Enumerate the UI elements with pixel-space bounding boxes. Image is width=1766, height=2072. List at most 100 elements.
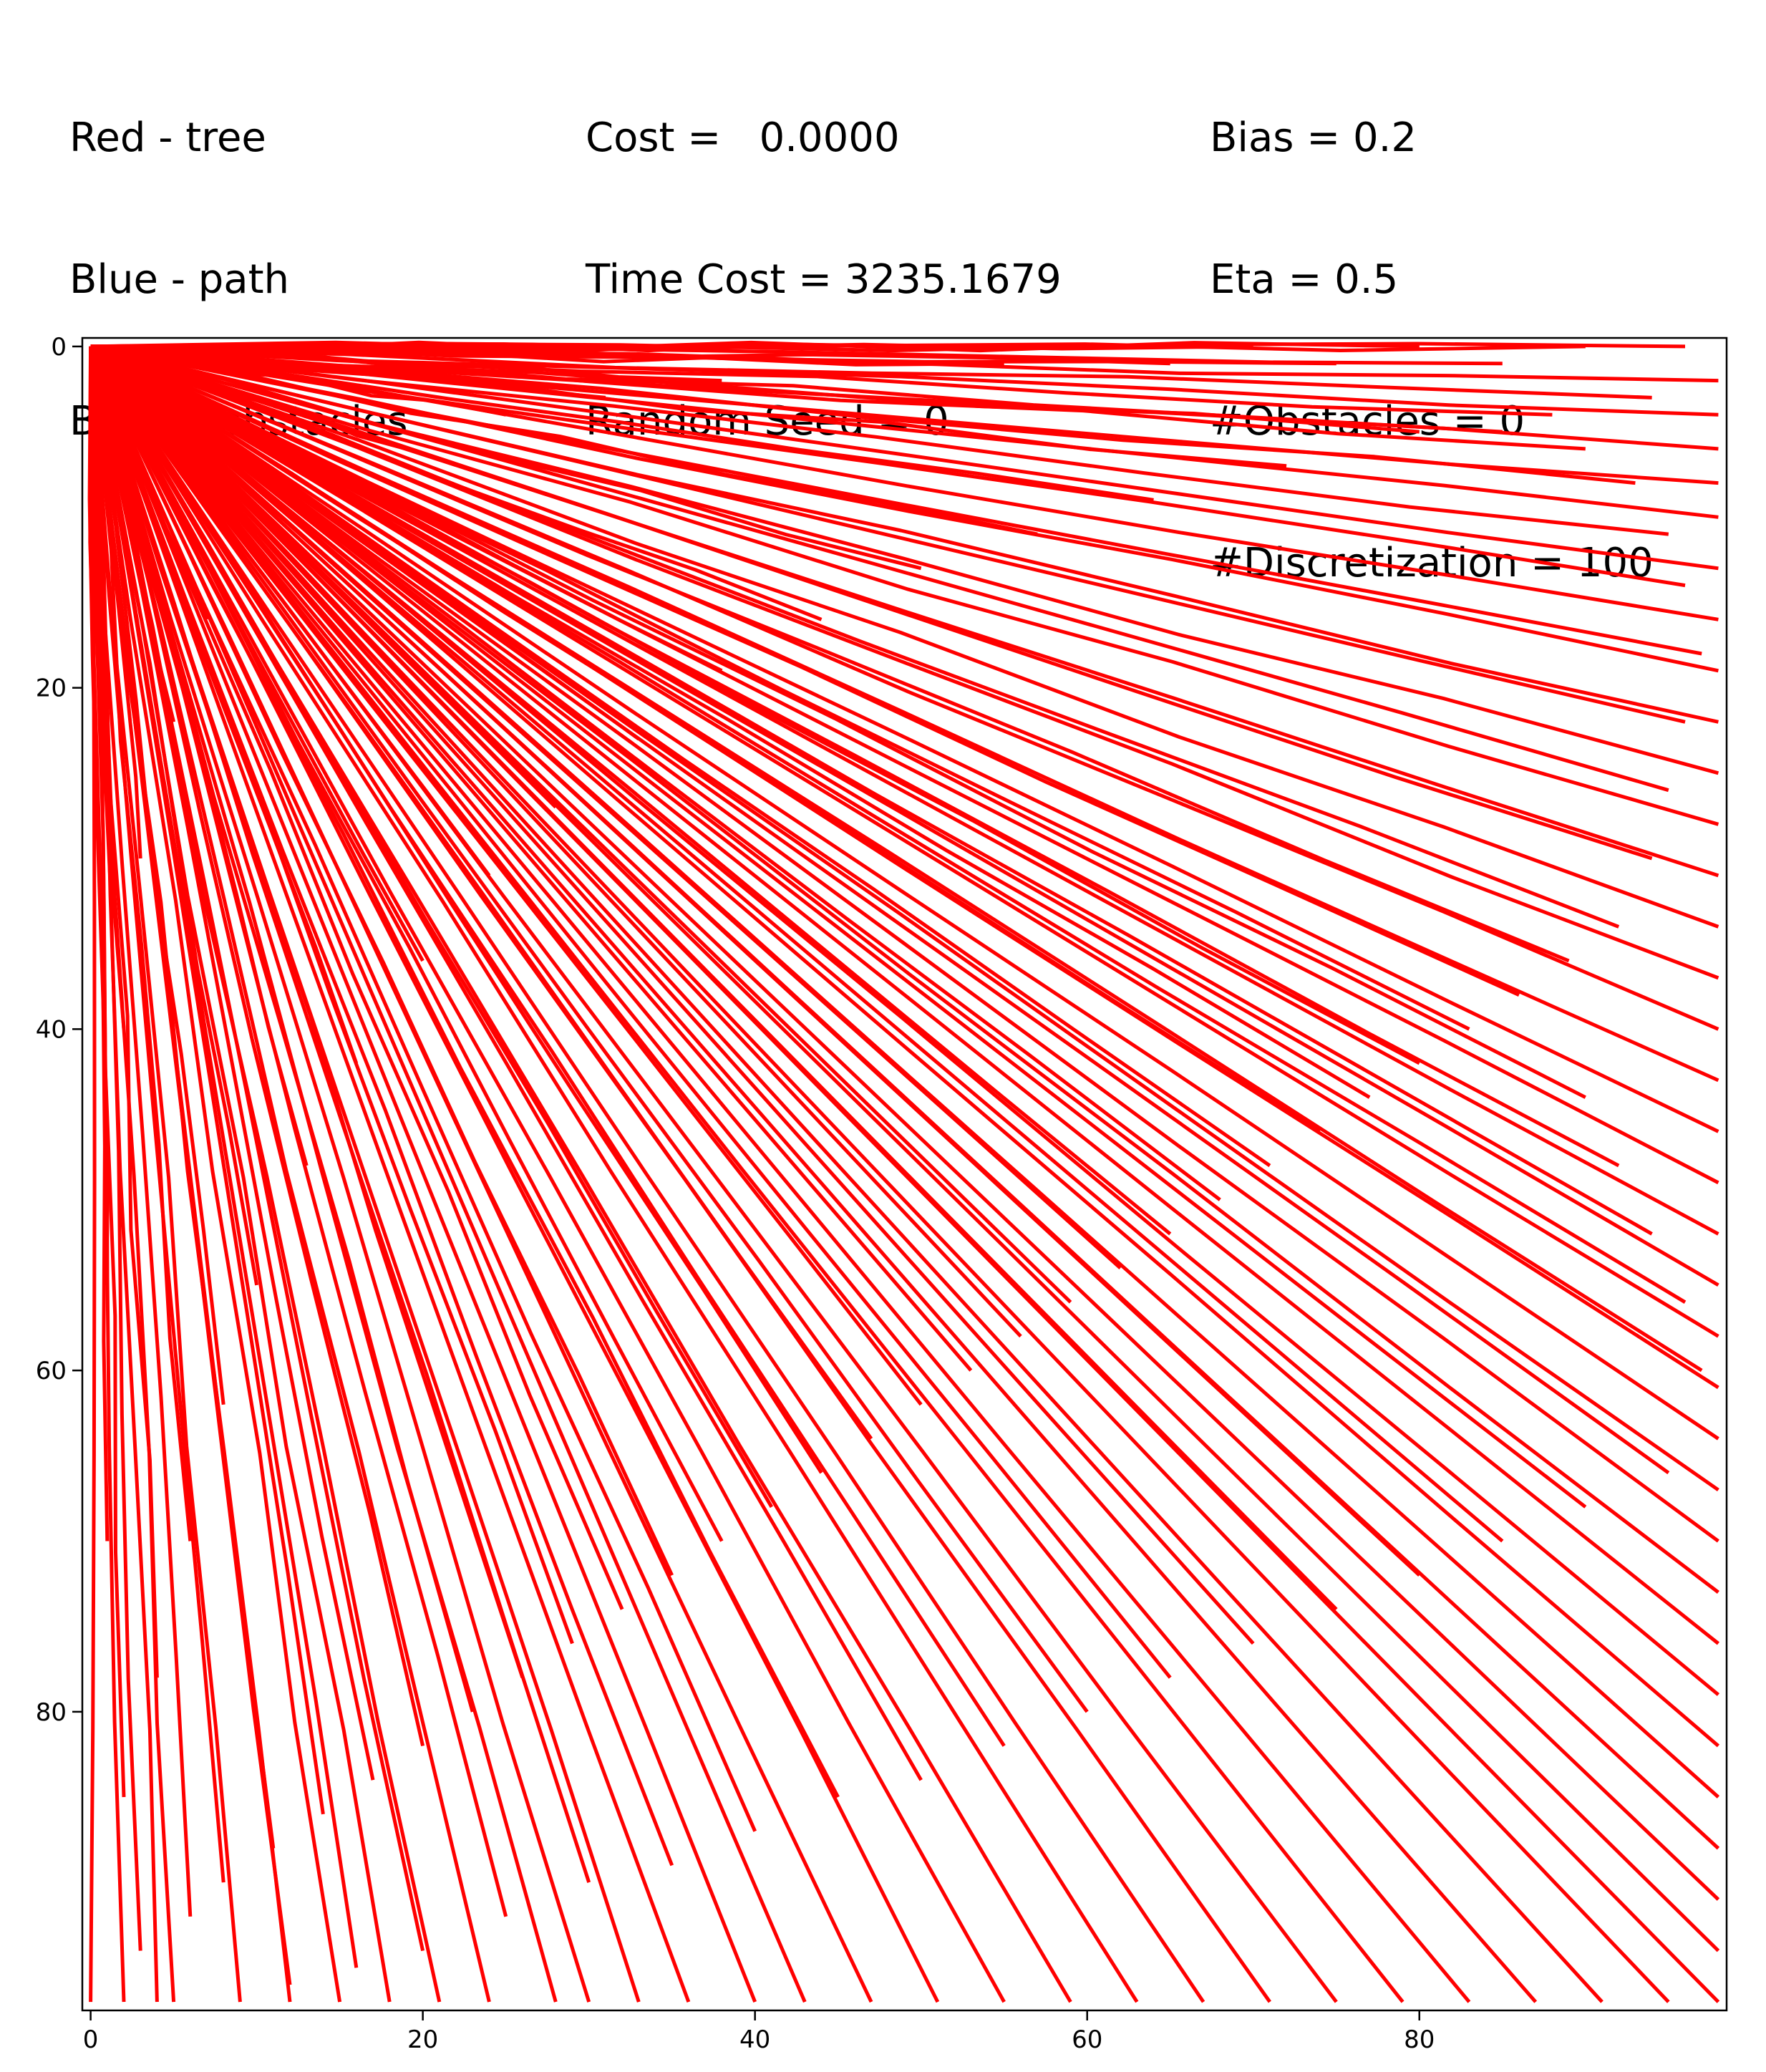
y-tick-label: 60 — [36, 1357, 67, 1385]
x-tick-label: 80 — [1404, 2025, 1435, 2054]
tree-edge — [89, 344, 407, 451]
y-tick-label: 20 — [36, 674, 67, 703]
tree-edge — [89, 346, 674, 1867]
tree-edge — [89, 344, 1719, 1287]
tree-edge — [89, 346, 491, 2003]
tree-edge — [89, 344, 1687, 1304]
tree-edge — [89, 344, 1719, 1594]
tree-edge — [87, 346, 110, 1285]
tree-edge — [89, 344, 1221, 1201]
tree-edges — [87, 340, 1720, 2003]
x-axis-ticks: 0 20 40 60 80 — [83, 2010, 1435, 2054]
tree-edge — [89, 346, 375, 1781]
tree-edge — [89, 345, 1538, 2003]
tree-edge — [89, 346, 225, 1883]
y-tick-label: 0 — [51, 333, 67, 362]
tree-edge — [90, 344, 922, 571]
tree-edge — [89, 344, 1271, 1168]
tree-edge — [89, 346, 159, 1678]
tree-edge — [89, 345, 923, 1781]
tree-edge — [89, 344, 1586, 1099]
tree-edge — [89, 345, 1720, 1901]
tree-edge — [90, 344, 1154, 502]
tree-edge — [89, 344, 1653, 861]
tree-edge — [89, 344, 1420, 1065]
tree-edge — [89, 345, 1471, 2003]
tree-edge — [89, 345, 1172, 1679]
tree-edge — [90, 344, 1503, 366]
tree-edge — [89, 345, 1338, 1611]
tree-edge — [89, 346, 292, 1985]
tree-edge — [89, 345, 873, 1440]
tree-edge — [90, 344, 1669, 536]
tree-edge — [89, 345, 1006, 1747]
tree-edge — [89, 345, 774, 1509]
tree-edge — [90, 344, 1287, 468]
y-tick-label: 40 — [36, 1015, 67, 1044]
tree-edge — [89, 345, 1022, 1338]
legend-line-tree: Red - tree — [69, 115, 266, 161]
tree-edge — [89, 344, 1719, 878]
tree-edge — [89, 344, 1653, 1236]
tree-edge — [89, 345, 1089, 1713]
tree-edge — [89, 345, 840, 1799]
tree-edge — [89, 346, 591, 1883]
tree-edge — [89, 345, 1604, 2003]
tree-edge — [89, 344, 823, 621]
tree-edge — [89, 346, 425, 1952]
eta-text: Eta = 0.5 — [1210, 256, 1399, 303]
time-cost-text: Time Cost = 3235.1679 — [586, 256, 1062, 303]
tree-edge — [89, 344, 1520, 997]
tree-edge — [89, 345, 1421, 1577]
y-tick-label: 80 — [36, 1698, 67, 1727]
tree-edge — [90, 344, 1420, 434]
tree-edge — [90, 344, 722, 383]
tree-edge — [89, 344, 1620, 1168]
tree-edge — [89, 345, 1255, 1645]
tree-edge — [89, 346, 359, 1064]
x-tick-label: 0 — [83, 2025, 99, 2054]
tree-edge — [89, 344, 1719, 1185]
tree-edge — [89, 345, 1720, 1748]
tree-edge — [89, 345, 1404, 2003]
tree-edge — [89, 344, 1719, 929]
tree-edge — [89, 344, 1570, 963]
tree-edge — [89, 344, 1719, 1645]
tree-edge — [89, 345, 757, 1832]
tree-edge — [89, 346, 126, 1030]
tree-edge — [89, 344, 1504, 1543]
tree-edge — [89, 346, 425, 1747]
tree-edge — [89, 344, 1719, 1492]
tree-edge — [89, 344, 1719, 1338]
tree-edge — [89, 346, 591, 2003]
x-tick-label: 60 — [1072, 2025, 1102, 2054]
tree-edge — [89, 344, 1719, 1083]
tree-edge — [89, 346, 508, 1917]
tree-edge — [89, 344, 1719, 826]
tree-edge — [89, 345, 1006, 2003]
x-tick-label: 20 — [407, 2025, 438, 2054]
tree-edge — [89, 344, 1719, 1543]
bias-text: Bias = 0.2 — [1210, 115, 1417, 161]
axes-frame — [81, 337, 1728, 2012]
tree-edge — [90, 344, 1686, 724]
tree-edge — [89, 344, 1719, 1133]
tree-edge — [89, 344, 1719, 1441]
tree-edge — [89, 345, 1072, 1304]
y-axis-ticks: 0 20 40 60 80 — [36, 333, 82, 1727]
tree-edge — [89, 345, 1139, 2003]
tree-edge — [89, 346, 691, 2003]
tree-edge — [89, 344, 1703, 1373]
tree-edge — [90, 344, 1686, 588]
x-tick-label: 40 — [739, 2025, 770, 2054]
tree-edge — [89, 345, 1122, 1269]
tree-edge — [89, 346, 525, 1678]
tree-edge — [89, 344, 1172, 1236]
tree-edge — [89, 345, 757, 2003]
tree-edge — [89, 346, 342, 2003]
tree-edge — [89, 345, 973, 1372]
tree-edge — [89, 345, 424, 962]
tree-edge — [89, 344, 1587, 1509]
cost-text: Cost = 0.0000 — [586, 115, 900, 161]
